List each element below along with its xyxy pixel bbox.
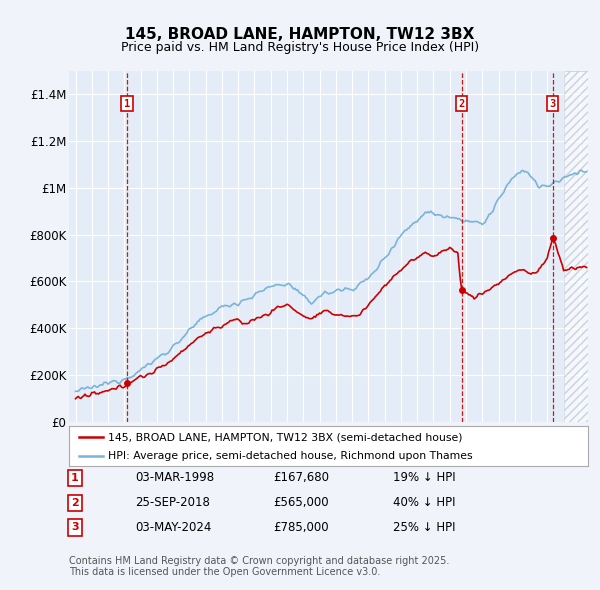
Text: 40% ↓ HPI: 40% ↓ HPI — [393, 496, 455, 509]
Text: HPI: Average price, semi-detached house, Richmond upon Thames: HPI: Average price, semi-detached house,… — [108, 451, 473, 461]
Text: 1: 1 — [71, 473, 79, 483]
Text: 25% ↓ HPI: 25% ↓ HPI — [393, 521, 455, 534]
Text: 145, BROAD LANE, HAMPTON, TW12 3BX (semi-detached house): 145, BROAD LANE, HAMPTON, TW12 3BX (semi… — [108, 432, 463, 442]
Text: 3: 3 — [71, 523, 79, 532]
Text: 19% ↓ HPI: 19% ↓ HPI — [393, 471, 455, 484]
Text: 03-MAR-1998: 03-MAR-1998 — [135, 471, 214, 484]
Text: This data is licensed under the Open Government Licence v3.0.: This data is licensed under the Open Gov… — [69, 567, 380, 577]
Text: 1: 1 — [124, 99, 130, 109]
Text: 3: 3 — [550, 99, 556, 109]
Text: £167,680: £167,680 — [273, 471, 329, 484]
Text: £565,000: £565,000 — [273, 496, 329, 509]
Text: 03-MAY-2024: 03-MAY-2024 — [135, 521, 211, 534]
Text: 145, BROAD LANE, HAMPTON, TW12 3BX: 145, BROAD LANE, HAMPTON, TW12 3BX — [125, 27, 475, 42]
Text: 2: 2 — [71, 498, 79, 507]
Text: Contains HM Land Registry data © Crown copyright and database right 2025.: Contains HM Land Registry data © Crown c… — [69, 556, 449, 566]
Text: 25-SEP-2018: 25-SEP-2018 — [135, 496, 210, 509]
Text: Price paid vs. HM Land Registry's House Price Index (HPI): Price paid vs. HM Land Registry's House … — [121, 41, 479, 54]
Text: 2: 2 — [458, 99, 465, 109]
Text: £785,000: £785,000 — [273, 521, 329, 534]
